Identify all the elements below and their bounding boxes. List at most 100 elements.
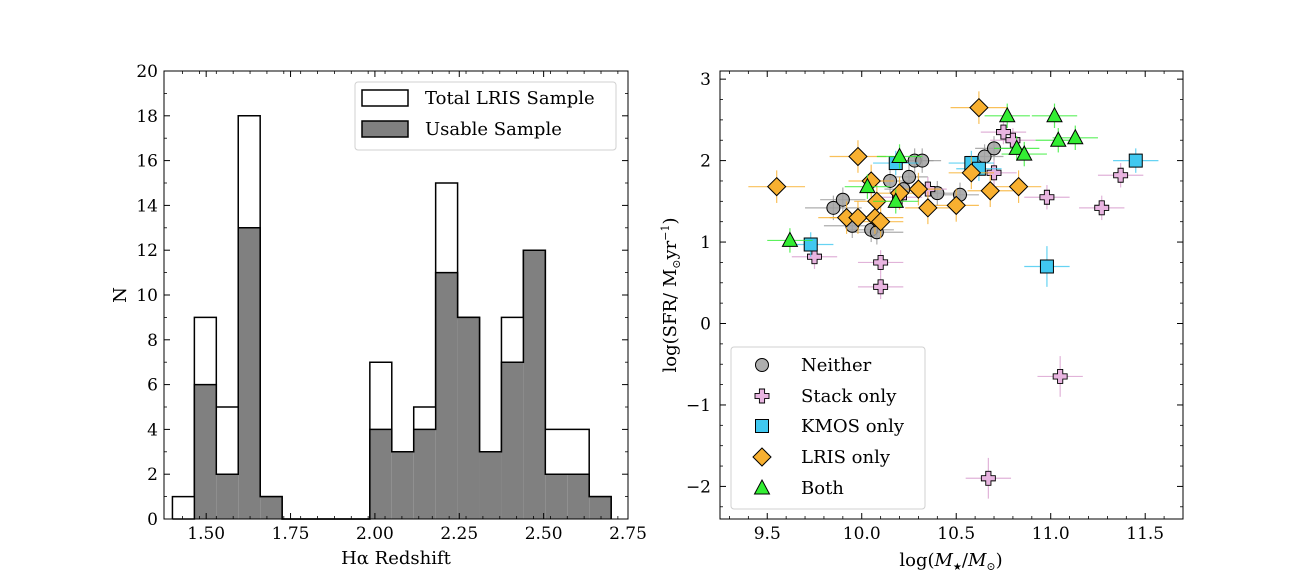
scatter-point [901, 169, 916, 184]
histogram-y-tick-label: 0 [147, 510, 158, 530]
legend-marker-neither [755, 358, 769, 372]
legend-marker-kmos-only [755, 419, 769, 433]
scatter-series-kmos-only [788, 148, 1159, 287]
scatter-series-both [767, 103, 1098, 253]
histogram-x-axis-label: Hα Redshift [341, 548, 452, 569]
scatter-legend: Neither Stack only KMOS only LRIS only B… [730, 346, 926, 510]
scatter-point [908, 179, 929, 199]
histogram-bar [216, 474, 239, 519]
scatter-point [1039, 189, 1055, 205]
histogram-bar [589, 496, 612, 519]
legend-label-lris-only: LRIS only [801, 447, 891, 468]
legend-label-total-lris: Total LRIS Sample [425, 88, 595, 109]
scatter-frame [719, 70, 1184, 520]
legend-label-usable: Usable Sample [425, 119, 562, 140]
histogram-y-tick-label: 6 [147, 376, 158, 396]
histogram-bar [567, 474, 590, 519]
histogram-bar [523, 250, 546, 519]
scatter-point [1015, 145, 1033, 161]
scatter-point [1128, 153, 1143, 168]
scatter-y-tick-label: 0 [700, 315, 711, 335]
scatter-point [873, 254, 889, 270]
legend-marker-stack-only [754, 388, 770, 404]
legend-swatch-usable [361, 120, 409, 138]
scatter-point [1094, 200, 1110, 216]
histogram-bar [435, 272, 458, 519]
legend-label-kmos-only: KMOS only [801, 416, 905, 437]
histogram-y-axis-label: N [110, 287, 131, 303]
scatter-point [807, 249, 822, 265]
scatter-x-tick-label: 11.0 [1032, 524, 1070, 544]
scatter-x-tick-label: 10.5 [937, 524, 975, 544]
scatter-legend-box [730, 346, 926, 510]
scatter-y-tick-label: 1 [700, 233, 711, 253]
scatter-point [946, 195, 966, 216]
histogram-y-tick-label: 10 [136, 286, 158, 306]
scatter-point [980, 181, 1000, 201]
histogram-y-tick-label: 12 [136, 241, 158, 261]
scatter-point [781, 231, 799, 247]
histogram-bar [545, 474, 568, 519]
histogram-x-tick-label: 1.75 [272, 524, 310, 544]
scatter-point [826, 200, 841, 215]
histogram-y-tick-label: 8 [147, 331, 158, 351]
scatter-point [998, 106, 1016, 123]
legend-label-both: Both [801, 478, 844, 499]
scatter-legend-markers [752, 358, 772, 495]
scatter-point [1008, 139, 1026, 155]
scatter-point [891, 147, 908, 164]
histogram-panel: 1.50 1.75 2.00 2.25 2.50 2.75 0 2 4 6 8 10 12 14 16 18 2… [110, 62, 647, 569]
histogram-x-tick-label: 2.50 [525, 524, 563, 544]
scatter-point [980, 470, 996, 486]
scatter-point [835, 192, 850, 207]
scatter-point [961, 163, 982, 183]
scatter-x-axis-label: log(M★/M⊙) [899, 550, 1002, 573]
legend-label-neither: Neither [801, 355, 872, 376]
histogram-y-tick-label: 4 [147, 420, 158, 440]
legend-label-stack-only: Stack only [801, 386, 897, 407]
histogram-bar [369, 429, 392, 519]
histogram-legend: Total LRIS Sample Usable Sample [354, 81, 617, 151]
histogram-bar [391, 451, 414, 519]
histogram-y-tick-label: 2 [147, 465, 158, 485]
scatter-point [1039, 259, 1054, 274]
histogram-bars [171, 115, 612, 520]
histogram-x-tick-label: 2.25 [440, 524, 478, 544]
legend-marker-lris-only [752, 447, 772, 467]
scatter-point [887, 192, 905, 208]
scatter-x-tick-label: 11.5 [1126, 524, 1164, 544]
histogram-legend-box [354, 81, 617, 151]
histogram-x-tick-label: 2.75 [609, 524, 647, 544]
histogram-y-tick-label: 14 [136, 196, 158, 216]
scatter-y-tick-label: 3 [700, 70, 711, 90]
histogram-bar [479, 451, 502, 519]
scatter-y-tick-label: −1 [686, 396, 711, 416]
histogram-bar [260, 496, 283, 519]
scatter-x-tick-label: 9.5 [754, 524, 781, 544]
scatter-y-axis-label: log(SFR/ M⊙yr−1) [659, 218, 683, 373]
scatter-point [969, 97, 989, 118]
legend-swatch-total-lris [361, 89, 409, 107]
scatter-point [1049, 131, 1067, 147]
scatter-point [803, 237, 818, 252]
scatter-point [870, 211, 891, 232]
histogram-bar [457, 317, 480, 519]
scatter-x-tick-label: 10.0 [843, 524, 881, 544]
histogram-bar [501, 362, 524, 519]
scatter-y-tick-label: −2 [686, 477, 711, 497]
histogram-frame [163, 70, 629, 520]
legend-marker-both [753, 478, 771, 495]
scatter-point [1046, 106, 1063, 123]
scatter-point [873, 279, 889, 295]
histogram-bar [238, 227, 261, 520]
histogram-y-tick-label: 18 [136, 107, 158, 127]
scatter-panel: 9.5 10.0 10.5 11.0 11.5 −2 −1 0 1 2 3 log(M★/M⊙) l… [659, 70, 1184, 573]
scatter-point [859, 177, 876, 194]
scatter-point [918, 198, 938, 218]
histogram-series-usable-sample [172, 227, 612, 520]
histogram-y-tick-label: 20 [136, 62, 158, 82]
scatter-point [1066, 128, 1084, 145]
histogram-bar [413, 429, 436, 519]
histogram-bar [194, 384, 217, 519]
